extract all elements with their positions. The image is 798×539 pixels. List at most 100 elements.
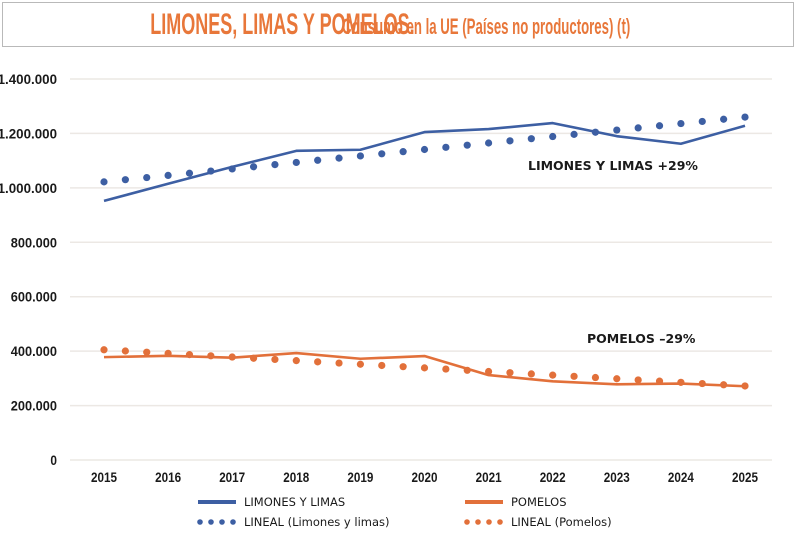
gridlines (70, 78, 772, 461)
trendline-dot (292, 357, 300, 365)
y-tick-label: 0 (50, 452, 57, 468)
trendline-dot (591, 128, 600, 136)
trendline-dot (292, 158, 300, 167)
trendline-dot (527, 135, 535, 143)
trendline-dot (378, 361, 386, 370)
trendline-dot (485, 367, 493, 376)
trendline-dot (100, 346, 108, 354)
trendline-dot (634, 124, 642, 132)
legend-item-pomelos: POMELOS (465, 495, 567, 509)
x-tick-label: 2017 (219, 469, 245, 485)
y-axis-ticks: 0 200.000 400.000 600.000 800.000 1.000.000 1.… (0, 71, 57, 468)
legend-item-lineal-limones: LINEAL (Limones y limas) (197, 515, 390, 529)
trendline-dot (463, 366, 471, 374)
trendline-dot (549, 132, 557, 141)
legend-dot (464, 519, 470, 525)
chart-title-main: LIMONES, LIMAS Y POMELOS. (149, 7, 415, 41)
trendline-dot (335, 154, 343, 162)
x-tick-label: 2021 (476, 469, 502, 485)
legend-dot (219, 519, 225, 525)
trendline-dot (378, 150, 386, 158)
trendline-dot (399, 148, 407, 156)
trendline-dot (442, 143, 450, 151)
trendline-dot (698, 379, 706, 388)
y-tick-label: 200.000 (11, 398, 57, 414)
legend-dot (208, 519, 214, 525)
trendline-dot (271, 355, 279, 364)
x-axis-ticks: 2015 2016 2017 2018 2019 2020 2021 2022 2023 2024… (91, 469, 758, 485)
trendline-dot (228, 165, 236, 173)
trendline-dot (314, 358, 322, 366)
annotations: LIMONES Y LIMAS +29% POMELOS –29% (528, 158, 698, 346)
trendline-dot (420, 364, 429, 372)
trendline-dot (677, 119, 685, 128)
legend-item-limones: LIMONES Y LIMAS (198, 495, 345, 509)
x-tick-label: 2022 (540, 469, 566, 485)
trendline-dot (164, 171, 172, 179)
trendline-dot (356, 152, 364, 160)
legend-dot (475, 519, 481, 525)
trendline-dot (399, 363, 407, 371)
trendline-dot (271, 160, 279, 169)
legend-dot (230, 519, 236, 525)
legend-swatch-lineal-pomelos (464, 519, 503, 525)
trendline-dot (677, 378, 685, 386)
trendline-dot (249, 354, 258, 362)
trendline-dot (356, 360, 364, 368)
trendline-dot (185, 169, 194, 177)
series-group (100, 113, 749, 390)
trendline-dot (720, 115, 728, 123)
trendline-dot (570, 372, 578, 380)
trendline-dot (143, 173, 151, 182)
annotation-pomelos: POMELOS –29% (587, 331, 696, 346)
legend-dot (497, 519, 503, 525)
trendline-dot (463, 141, 471, 149)
trendline-dot (527, 370, 535, 378)
trendline-dot (570, 130, 578, 138)
trendline-dot (655, 377, 664, 385)
trendline-dot (613, 375, 621, 383)
trendline-dot (741, 113, 749, 121)
x-tick-label: 2025 (732, 469, 758, 485)
legend-dot (197, 519, 203, 525)
trendline-dot (335, 359, 343, 367)
trendline-dot (420, 145, 429, 154)
trendline-dot (100, 178, 108, 186)
x-tick-label: 2020 (412, 469, 438, 485)
trendline-dot (314, 156, 322, 164)
x-tick-label: 2018 (283, 469, 309, 485)
legend: LIMONES Y LIMAS POMELOS LINEAL (Limones … (197, 495, 612, 529)
trendline-dot (720, 381, 728, 389)
trendline-dot (506, 369, 514, 377)
trendline-dot (613, 126, 621, 134)
trendline-dot (121, 347, 129, 355)
trendline-dot (185, 351, 194, 359)
y-tick-label: 1.000.000 (0, 180, 57, 196)
chart-title: LIMONES, LIMAS Y POMELOS. Consumo en la … (3, 8, 793, 42)
trendline-dot (655, 122, 664, 130)
legend-swatch-lineal-limones (197, 519, 236, 525)
annotation-limones: LIMONES Y LIMAS +29% (528, 158, 698, 173)
legend-label-lineal-pomelos: LINEAL (Pomelos) (511, 515, 612, 529)
trendline-dot (506, 137, 514, 145)
legend-dot (486, 519, 492, 525)
y-tick-label: 800.000 (11, 234, 57, 250)
x-tick-label: 2016 (155, 469, 181, 485)
trendline-dot (207, 352, 215, 360)
y-tick-label: 1.400.000 (0, 71, 57, 87)
series-lineal-limones-y-limas (100, 113, 749, 186)
chart-title-subtitle: Consumo en la UE (Países no productores)… (342, 13, 631, 39)
trendline-dot (442, 365, 450, 373)
trendline-dot (164, 349, 172, 358)
legend-label-lineal-limones: LINEAL (Limones y limas) (244, 515, 390, 529)
chart-title-box: LIMONES, LIMAS Y POMELOS. Consumo en la … (2, 2, 794, 47)
trendline-dot (741, 382, 749, 390)
trendline-dot (634, 376, 642, 384)
x-tick-label: 2024 (668, 469, 694, 485)
y-tick-label: 1.200.000 (0, 125, 57, 141)
x-tick-label: 2019 (347, 469, 373, 485)
series-lineal-pomelos (100, 346, 749, 390)
legend-item-lineal-pomelos: LINEAL (Pomelos) (464, 515, 612, 529)
trendline-dot (549, 371, 557, 379)
